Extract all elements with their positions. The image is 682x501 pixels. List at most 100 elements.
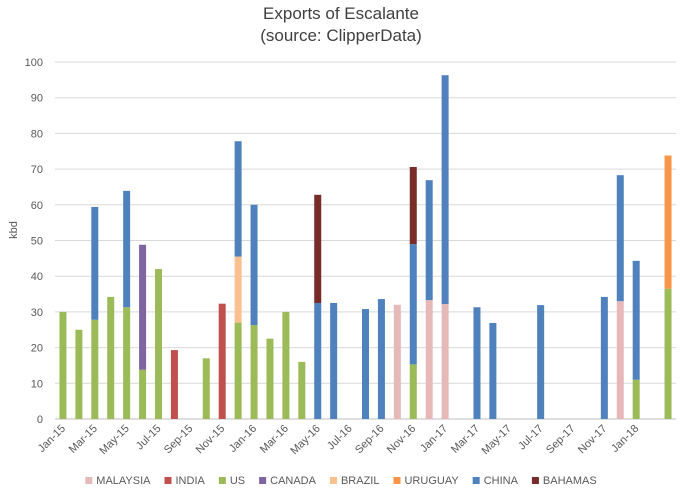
bar-china-jun-16 <box>330 302 338 419</box>
legend-item-bahamas: BAHAMAS <box>531 475 597 487</box>
bar-china-may-15 <box>123 190 131 308</box>
bar-malaysia-oct-16 <box>393 304 401 419</box>
legend-swatch <box>259 477 267 484</box>
legend: MALAYSIA INDIA US CANADA BRAZIL URUGUAY CHINA B… <box>85 475 597 487</box>
legend-swatch <box>164 477 172 484</box>
legend-item-canada: CANADA <box>259 475 317 487</box>
bars-layer <box>59 75 672 419</box>
legend-swatch <box>85 477 93 484</box>
bar-brazil-dec-15 <box>234 256 242 323</box>
y-tick-label: 40 <box>31 271 43 283</box>
x-tick-label: May-16 <box>288 423 322 457</box>
legend-label: CHINA <box>484 475 519 487</box>
bar-india-nov-15 <box>218 303 226 419</box>
x-tick-label: Mar-17 <box>449 423 482 456</box>
y-tick-label: 60 <box>31 200 43 212</box>
bar-us-dec-15 <box>234 322 242 419</box>
legend-item-us: US <box>218 475 245 487</box>
bar-india-aug-15 <box>170 350 178 419</box>
y-tick-label: 70 <box>31 164 43 176</box>
legend-swatch <box>472 477 480 484</box>
bar-us-mar-16 <box>282 311 290 419</box>
x-tick-label: Sep-17 <box>544 423 578 457</box>
legend-item-malaysia: MALAYSIA <box>85 475 151 487</box>
legend-swatch <box>531 477 539 484</box>
chart-title: Exports of Escalante <box>263 4 419 23</box>
bar-china-mar-15 <box>91 206 99 320</box>
legend-label: URUGUAY <box>404 475 459 487</box>
x-tick-label: Sep-16 <box>353 423 387 457</box>
bar-malaysia-jan-17 <box>441 304 449 419</box>
legend-item-brazil: BRAZIL <box>329 475 380 487</box>
legend-label: CANADA <box>270 475 317 487</box>
bar-us-feb-16 <box>266 338 274 419</box>
x-tick-label: Jan-17 <box>418 423 450 455</box>
legend-swatch <box>218 477 226 484</box>
legend-label: INDIA <box>176 475 206 487</box>
bar-us-apr-15 <box>107 296 115 419</box>
bar-us-jan-15 <box>59 311 67 419</box>
y-tick-label: 20 <box>31 343 43 355</box>
bar-us-oct-15 <box>202 358 210 419</box>
x-tick-label: Jul-15 <box>134 423 164 453</box>
y-tick-label: 80 <box>31 128 43 140</box>
bar-china-nov-16 <box>409 244 417 365</box>
bar-canada-jun-15 <box>139 244 147 370</box>
y-axis-label: kbd <box>8 221 20 239</box>
x-tick-label: Nov-17 <box>576 423 610 457</box>
legend-label: BAHAMAS <box>543 475 597 487</box>
bar-china-sep-16 <box>377 299 385 419</box>
legend-item-uruguay: URUGUAY <box>393 475 459 487</box>
legend-item-china: CHINA <box>472 475 519 487</box>
bar-china-jan-16 <box>250 204 258 326</box>
x-tick-label: Sep-15 <box>162 423 196 457</box>
x-tick-label: Mar-16 <box>258 423 291 456</box>
bar-us-mar-15 <box>91 319 99 419</box>
bar-china-apr-17 <box>489 322 497 419</box>
bar-us-apr-16 <box>298 361 306 419</box>
bar-us-jun-15 <box>139 369 147 419</box>
legend-label: MALAYSIA <box>96 475 151 487</box>
bar-china-mar-17 <box>473 307 481 419</box>
bar-malaysia-dec-16 <box>425 300 433 419</box>
bar-us-feb-15 <box>75 329 83 419</box>
legend-label: US <box>230 475 245 487</box>
bar-china-jan-18 <box>632 260 640 380</box>
legend-label: BRAZIL <box>341 475 380 487</box>
x-tick-label: Jan-16 <box>227 423 259 455</box>
x-tick-label: Jan-18 <box>609 423 641 455</box>
bar-china-may-16 <box>314 302 322 419</box>
bar-china-dec-16 <box>425 180 433 301</box>
bar-us-jan-16 <box>250 325 258 419</box>
y-tick-label: 30 <box>31 307 43 319</box>
bar-malaysia-dec-17 <box>616 301 624 419</box>
bar-us-jul-15 <box>154 269 163 419</box>
chart-subtitle: (source: ClipperData) <box>260 26 422 45</box>
x-tick-label: Jul-16 <box>325 423 355 453</box>
legend-swatch <box>329 477 337 484</box>
y-tick-label: 100 <box>25 57 43 69</box>
x-tick-label: Nov-16 <box>385 423 419 457</box>
bar-china-nov-17 <box>600 296 608 419</box>
bar-china-aug-16 <box>361 309 370 419</box>
bar-bahamas-nov-16 <box>409 166 417 245</box>
bar-us-nov-16 <box>409 364 417 419</box>
bar-us-jan-18 <box>632 379 640 419</box>
bar-china-jan-17 <box>441 75 449 305</box>
legend-item-india: INDIA <box>164 475 206 487</box>
legend-swatch <box>393 477 401 484</box>
x-tick-label: Jul-17 <box>516 423 546 453</box>
bar-china-jul-17 <box>537 305 545 419</box>
x-tick-label: Mar-15 <box>67 423 100 456</box>
bar-us-mar-18 <box>664 288 672 419</box>
y-tick-label: 0 <box>37 414 43 426</box>
bar-uruguay-mar-18 <box>664 155 672 289</box>
bar-bahamas-may-16 <box>314 194 322 303</box>
bar-us-may-15 <box>123 307 131 419</box>
bar-china-dec-17 <box>616 175 624 302</box>
y-tick-label: 10 <box>31 378 43 390</box>
y-tick-label: 90 <box>31 93 43 105</box>
x-tick-label: Jan-15 <box>36 423 68 455</box>
